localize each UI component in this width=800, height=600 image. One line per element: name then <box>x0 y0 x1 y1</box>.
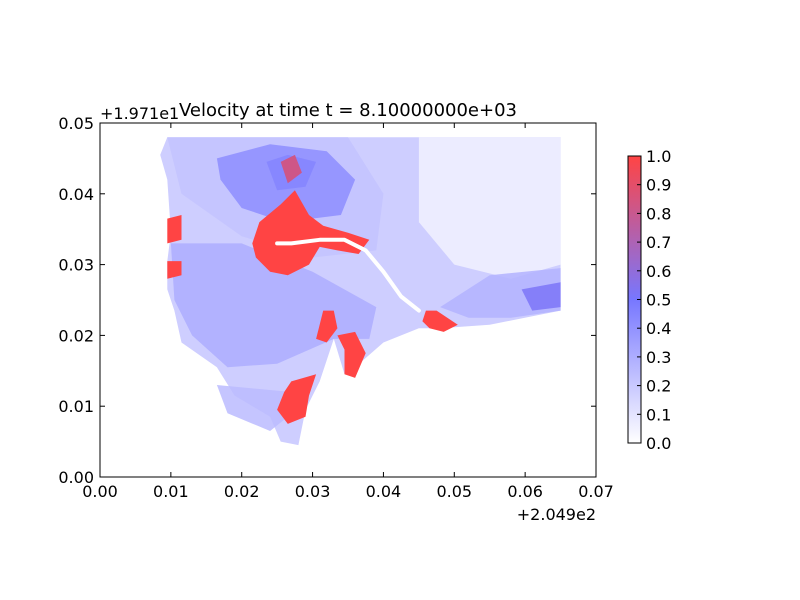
colorbar-tick-label: 0.0 <box>646 434 671 453</box>
high-velocity-patch-0 <box>252 190 370 276</box>
colorbar-tick-label: 0.9 <box>646 176 671 195</box>
colorbar-tick-label: 0.6 <box>646 262 671 281</box>
x-tick-label: 0.05 <box>436 482 472 501</box>
y-offset-label: +1.971e1 <box>100 104 179 123</box>
colorbar-tick-label: 0.2 <box>646 377 671 396</box>
chart-title: Velocity at time t = 8.10000000e+03 <box>179 100 517 121</box>
x-tick-label: 0.03 <box>295 482 331 501</box>
x-tick-label: 0.07 <box>578 482 614 501</box>
y-tick-label: 0.01 <box>58 397 94 416</box>
colorbar-tick-label: 1.0 <box>646 147 671 166</box>
high-velocity-patch-7 <box>280 154 302 184</box>
x-axis: 0.00 0.01 0.02 0.03 0.04 0.05 0.06 0.07 <box>82 123 614 501</box>
colorbar-tick-label: 0.1 <box>646 405 671 424</box>
colorbar-ticks: 0.0 0.1 0.2 0.3 0.4 0.5 0.6 0.7 0.8 0.9 1.0 <box>637 147 671 453</box>
x-tick-label: 0.04 <box>366 482 402 501</box>
colorbar-tick-label: 0.5 <box>646 291 671 310</box>
plot-area <box>99 122 597 478</box>
high-velocity-patch-3 <box>316 310 338 343</box>
high-velocity-patch-2 <box>167 261 182 279</box>
colorbar-tick-label: 0.4 <box>646 319 671 338</box>
velocity-region-3 <box>418 137 561 279</box>
y-tick-label: 0.00 <box>58 468 94 487</box>
colorbar-tick-label: 0.8 <box>646 204 671 223</box>
y-tick-label: 0.04 <box>58 185 94 204</box>
plot-frame <box>99 122 597 478</box>
velocity-region-7 <box>216 385 292 431</box>
velocity-region-5 <box>521 282 561 311</box>
y-tick-label: 0.03 <box>58 256 94 275</box>
colorbar-tick-label: 0.3 <box>646 348 671 367</box>
channel-line <box>275 237 421 313</box>
high-velocity-patch-1 <box>167 215 182 244</box>
y-tick-label: 0.02 <box>58 326 94 345</box>
x-tick-label: 0.02 <box>224 482 260 501</box>
y-axis: 0.00 0.01 0.02 0.03 0.04 0.05 <box>58 114 596 487</box>
high-velocity-patch-4 <box>337 331 366 378</box>
high-velocity-patch-5 <box>277 374 317 424</box>
x-offset-label: +2.049e2 <box>517 505 596 524</box>
high-velocity-patch-6 <box>422 310 458 332</box>
velocity-field <box>160 137 561 446</box>
colorbar-tick-label: 0.7 <box>646 233 671 252</box>
x-tick-label: 0.06 <box>507 482 543 501</box>
colorbar: 0.0 0.1 0.2 0.3 0.4 0.5 0.6 0.7 0.8 0.9 1.0 <box>627 147 671 453</box>
x-tick-label: 0.00 <box>82 482 118 501</box>
y-tick-label: 0.05 <box>58 114 94 133</box>
x-tick-label: 0.01 <box>153 482 189 501</box>
